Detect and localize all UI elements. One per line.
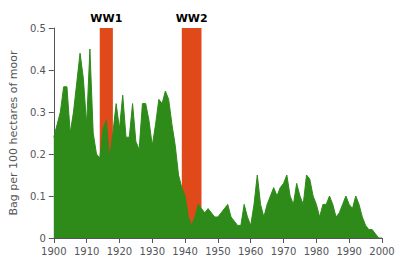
svg-text:Bag per 100 hectares of moor: Bag per 100 hectares of moor	[7, 50, 20, 215]
svg-text:1990: 1990	[336, 246, 361, 257]
svg-text:0.5: 0.5	[30, 23, 46, 34]
svg-text:0.2: 0.2	[30, 149, 46, 160]
svg-text:WW2: WW2	[176, 12, 208, 25]
svg-text:1970: 1970	[271, 246, 296, 257]
svg-text:1900: 1900	[41, 246, 66, 257]
svg-text:1940: 1940	[172, 246, 197, 257]
svg-text:1910: 1910	[74, 246, 99, 257]
svg-text:1950: 1950	[205, 246, 230, 257]
svg-text:2000: 2000	[369, 246, 394, 257]
svg-text:0.3: 0.3	[30, 107, 46, 118]
svg-text:1960: 1960	[238, 246, 263, 257]
svg-text:0.1: 0.1	[30, 191, 46, 202]
svg-text:0: 0	[39, 233, 45, 244]
svg-text:1980: 1980	[304, 246, 329, 257]
svg-text:0.4: 0.4	[30, 65, 46, 76]
svg-text:1930: 1930	[140, 246, 165, 257]
svg-text:1920: 1920	[107, 246, 132, 257]
svg-text:WW1: WW1	[90, 12, 122, 25]
